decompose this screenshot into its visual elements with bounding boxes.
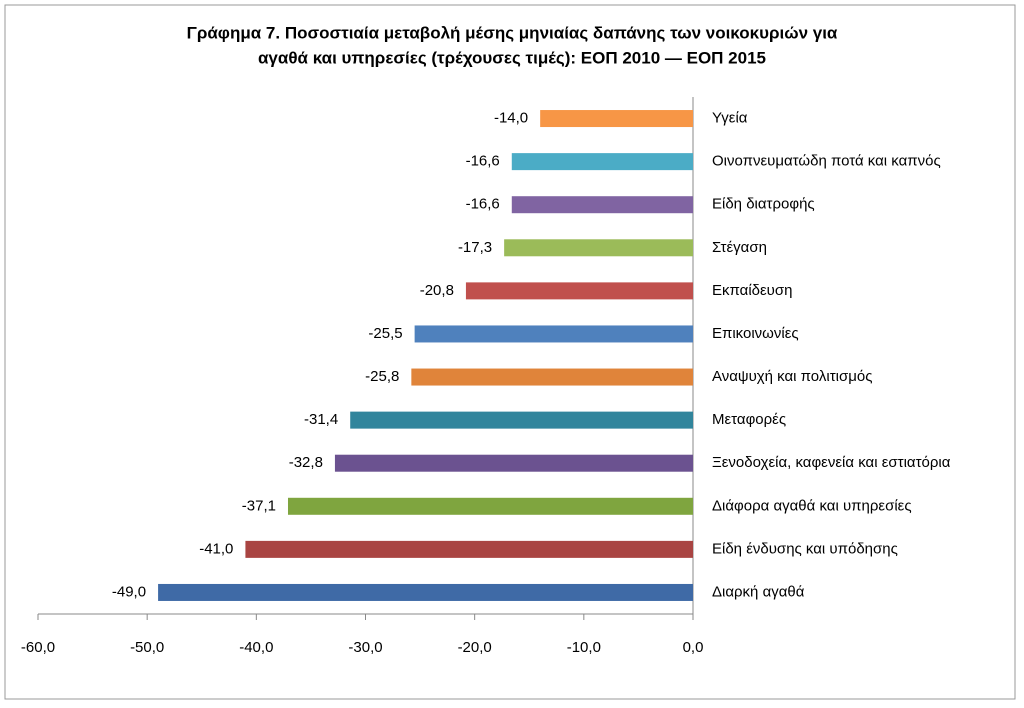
value-label: -20,8 <box>420 282 454 299</box>
value-label: -17,3 <box>458 239 492 256</box>
chart-title: Γράφημα 7. Ποσοστιαία μεταβολή μέσης μην… <box>187 23 838 42</box>
x-tick-label: -60,0 <box>21 639 55 656</box>
x-tick-label: 0,0 <box>683 639 704 656</box>
bar <box>411 368 693 386</box>
category-label: Διάφορα αγαθά και υπηρεσίες <box>712 497 912 514</box>
value-label: -14,0 <box>494 110 528 127</box>
x-tick-label: -50,0 <box>130 639 164 656</box>
bar <box>504 239 693 257</box>
chart-border <box>4 4 1016 700</box>
value-label: -31,4 <box>304 411 338 428</box>
bar <box>414 325 693 343</box>
category-label: Είδη ένδυσης και υπόδησης <box>712 540 898 557</box>
category-label: Επικοινωνίες <box>712 325 799 342</box>
bar <box>334 454 693 472</box>
x-tick-label: -10,0 <box>567 639 601 656</box>
category-label: Αναψυχή και πολιτισμός <box>712 368 872 385</box>
value-label: -49,0 <box>112 583 146 600</box>
category-label: Στέγαση <box>712 239 767 256</box>
category-label: Είδη διατροφής <box>712 196 815 213</box>
bar <box>465 282 693 300</box>
bar <box>350 411 693 429</box>
value-label: -37,1 <box>242 497 276 514</box>
category-label: Εκπαίδευση <box>712 282 793 299</box>
value-label: -32,8 <box>289 454 323 471</box>
value-label: -25,8 <box>365 368 399 385</box>
category-label: Υγεία <box>712 110 748 127</box>
bar <box>511 153 693 171</box>
value-label: -25,5 <box>368 325 402 342</box>
category-label: Οινοπνευματώδη ποτά και καπνός <box>712 153 941 170</box>
bar <box>158 583 694 601</box>
chart-title: αγαθά και υπηρεσίες (τρέχουσες τιμές): Ε… <box>258 48 766 67</box>
category-label: Μεταφορές <box>712 411 786 428</box>
x-tick-label: -20,0 <box>458 639 492 656</box>
bar <box>245 540 693 558</box>
bar <box>511 196 693 214</box>
value-label: -41,0 <box>199 540 233 557</box>
value-label: -16,6 <box>466 153 500 170</box>
bar <box>287 497 693 515</box>
x-tick-label: -30,0 <box>348 639 382 656</box>
x-tick-label: -40,0 <box>239 639 273 656</box>
bar <box>540 110 693 128</box>
category-label: Ξενοδοχεία, καφενεία και εστιατόρια <box>712 454 951 471</box>
category-label: Διαρκή αγαθά <box>712 583 805 600</box>
value-label: -16,6 <box>466 196 500 213</box>
